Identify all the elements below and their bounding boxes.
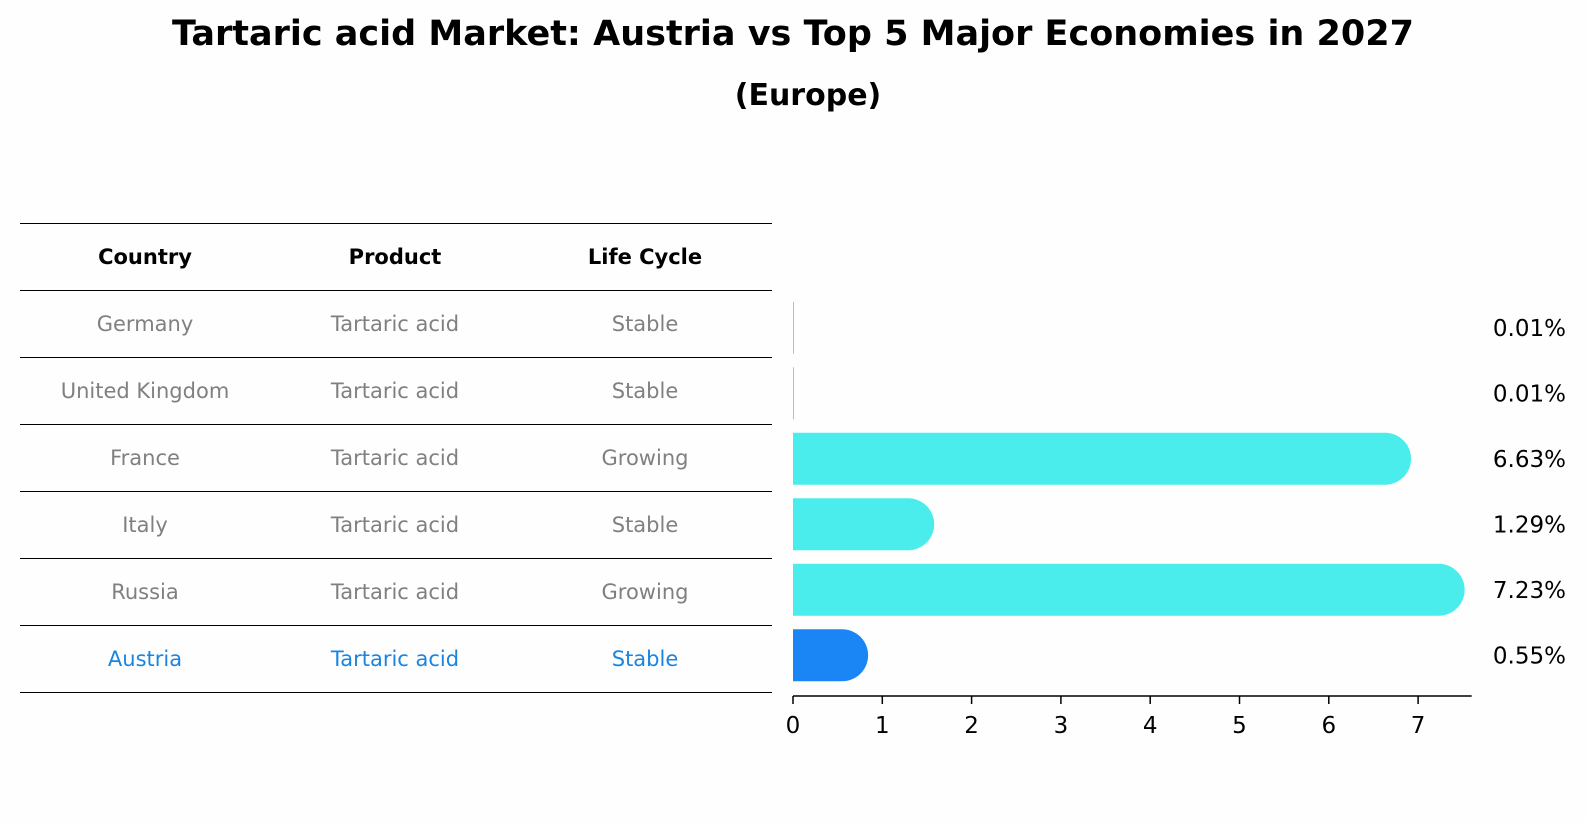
table-row: France Tartaric acid Growing <box>20 424 772 491</box>
table-row: United Kingdom Tartaric acid Stable <box>20 357 772 424</box>
table-row-highlight: Austria Tartaric acid Stable <box>20 625 772 693</box>
cell-product: Tartaric acid <box>330 379 460 403</box>
value-label: 7.23% <box>1493 578 1566 604</box>
value-label: 0.01% <box>1493 316 1566 342</box>
cell-country: United Kingdom <box>60 379 230 403</box>
data-table: Country Product Life Cycle Germany Tarta… <box>20 223 772 693</box>
value-label: 6.63% <box>1493 447 1566 473</box>
x-tick-label: 6 <box>1321 713 1336 739</box>
cell-country: Russia <box>111 580 179 604</box>
x-tick-label: 5 <box>1232 713 1247 739</box>
cell-life-cycle: Stable <box>611 647 679 671</box>
cell-life-cycle: Growing <box>601 580 689 604</box>
cell-product: Tartaric acid <box>330 647 460 671</box>
x-tick-label: 0 <box>786 713 801 739</box>
x-tick-label: 2 <box>964 713 979 739</box>
bar-germany <box>793 301 794 354</box>
x-tick-label: 3 <box>1054 713 1069 739</box>
chart-subtitle: (Europe) <box>734 78 882 113</box>
bar-russia <box>792 563 1465 616</box>
cell-country: Germany <box>96 312 194 336</box>
chart-title: Tartaric acid Market: Austria vs Top 5 M… <box>172 14 1414 54</box>
cell-product: Tartaric acid <box>330 312 460 336</box>
x-tick-label: 7 <box>1411 713 1426 739</box>
bar-italy <box>793 498 935 551</box>
x-tick-label: 4 <box>1143 713 1158 739</box>
cell-life-cycle: Growing <box>601 446 689 470</box>
table-row: Italy Tartaric acid Stable <box>20 491 772 558</box>
header-life-cycle: Life Cycle <box>587 245 703 269</box>
value-label: 0.55% <box>1493 643 1566 669</box>
cell-country: Italy <box>122 513 168 537</box>
x-tick-label: 1 <box>875 713 890 739</box>
cell-country: Austria <box>107 647 183 671</box>
table-row: Germany Tartaric acid Stable <box>20 290 772 357</box>
bar-austria <box>793 629 869 682</box>
cell-life-cycle: Stable <box>611 379 679 403</box>
cell-product: Tartaric acid <box>330 513 460 537</box>
bar-france <box>793 432 1412 485</box>
table-row: Russia Tartaric acid Growing <box>20 558 772 625</box>
cell-life-cycle: Stable <box>611 312 679 336</box>
header-country: Country <box>98 245 192 269</box>
table-header-row: Country Product Life Cycle <box>20 223 772 290</box>
bar-united-kingdom <box>793 367 794 420</box>
cell-life-cycle: Stable <box>611 513 679 537</box>
cell-product: Tartaric acid <box>330 446 460 470</box>
cell-country: France <box>110 446 180 470</box>
header-product: Product <box>348 245 442 269</box>
value-label: 1.29% <box>1493 512 1566 538</box>
value-label: 0.01% <box>1493 381 1566 407</box>
cell-product: Tartaric acid <box>330 580 460 604</box>
